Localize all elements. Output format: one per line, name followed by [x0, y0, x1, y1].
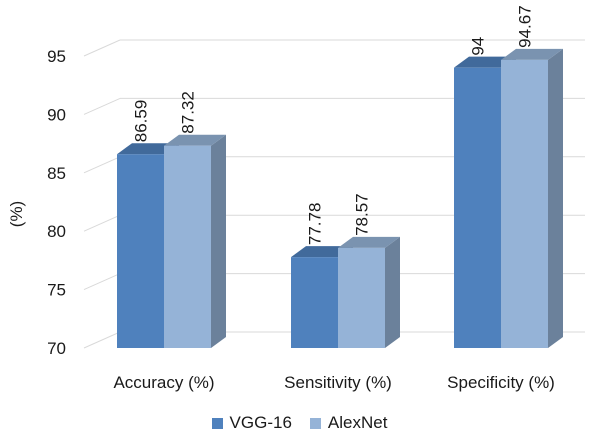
y-axis-label: (%) — [7, 201, 26, 227]
legend-swatch-vgg16 — [211, 417, 223, 429]
legend-item-alexnet: AlexNet — [309, 413, 388, 433]
bar-alexnet — [338, 247, 385, 348]
bar-side-alexnet — [548, 48, 563, 348]
gridline-diagonal — [83, 214, 121, 232]
gridline-diagonal — [83, 331, 121, 349]
bar-top-vgg16 — [454, 56, 516, 68]
bar-top-alexnet — [338, 236, 400, 248]
bar-side-alexnet — [211, 134, 226, 348]
bar-top-vgg16 — [117, 143, 179, 155]
category-label: Sensitivity (%) — [284, 373, 392, 392]
data-label-vgg16: 94 — [469, 37, 488, 56]
data-label-vgg16: 77.78 — [306, 203, 325, 246]
bar-vgg16 — [291, 257, 338, 348]
bar-alexnet — [164, 145, 211, 348]
y-tick-label: 90 — [47, 105, 66, 124]
category-labels: Accuracy (%) Sensitivity (%) Specificity (… — [113, 373, 554, 392]
data-label-alexnet: 78.57 — [353, 193, 372, 236]
data-label-alexnet: 87.32 — [179, 91, 198, 134]
bar-top-alexnet — [164, 134, 226, 146]
bar-alexnet — [501, 59, 548, 348]
gridline-diagonal — [83, 273, 121, 291]
category-label: Accuracy (%) — [113, 373, 214, 392]
bar-top-vgg16 — [291, 246, 353, 258]
category-label: Specificity (%) — [447, 373, 555, 392]
y-tick-label: 85 — [47, 164, 66, 183]
legend-swatch-alexnet — [309, 417, 321, 429]
bar-top-alexnet — [501, 48, 563, 60]
data-label-vgg16: 86.59 — [132, 100, 151, 143]
y-tick-labels: 70 75 80 85 90 95 — [47, 47, 66, 358]
bar-side-alexnet — [385, 236, 400, 348]
bar-vgg16 — [454, 67, 501, 349]
y-tick-label: 80 — [47, 222, 66, 241]
legend: VGG-16 AlexNet — [0, 413, 599, 433]
bar-vgg16 — [117, 154, 164, 348]
bars — [117, 48, 563, 349]
gridline-diagonal — [83, 39, 121, 57]
data-labels: 86.59 87.32 77.78 78.57 94 94.67 — [132, 5, 535, 245]
legend-label-alexnet: AlexNet — [327, 413, 388, 432]
gridline-diagonal — [83, 97, 121, 115]
legend-item-vgg16: VGG-16 — [211, 413, 292, 433]
y-tick-label: 70 — [47, 339, 66, 358]
legend-label-vgg16: VGG-16 — [229, 413, 292, 432]
data-label-alexnet: 94.67 — [516, 5, 535, 48]
y-tick-label: 95 — [47, 47, 66, 66]
y-tick-label: 75 — [47, 281, 66, 300]
gridline-diagonal — [83, 156, 121, 174]
